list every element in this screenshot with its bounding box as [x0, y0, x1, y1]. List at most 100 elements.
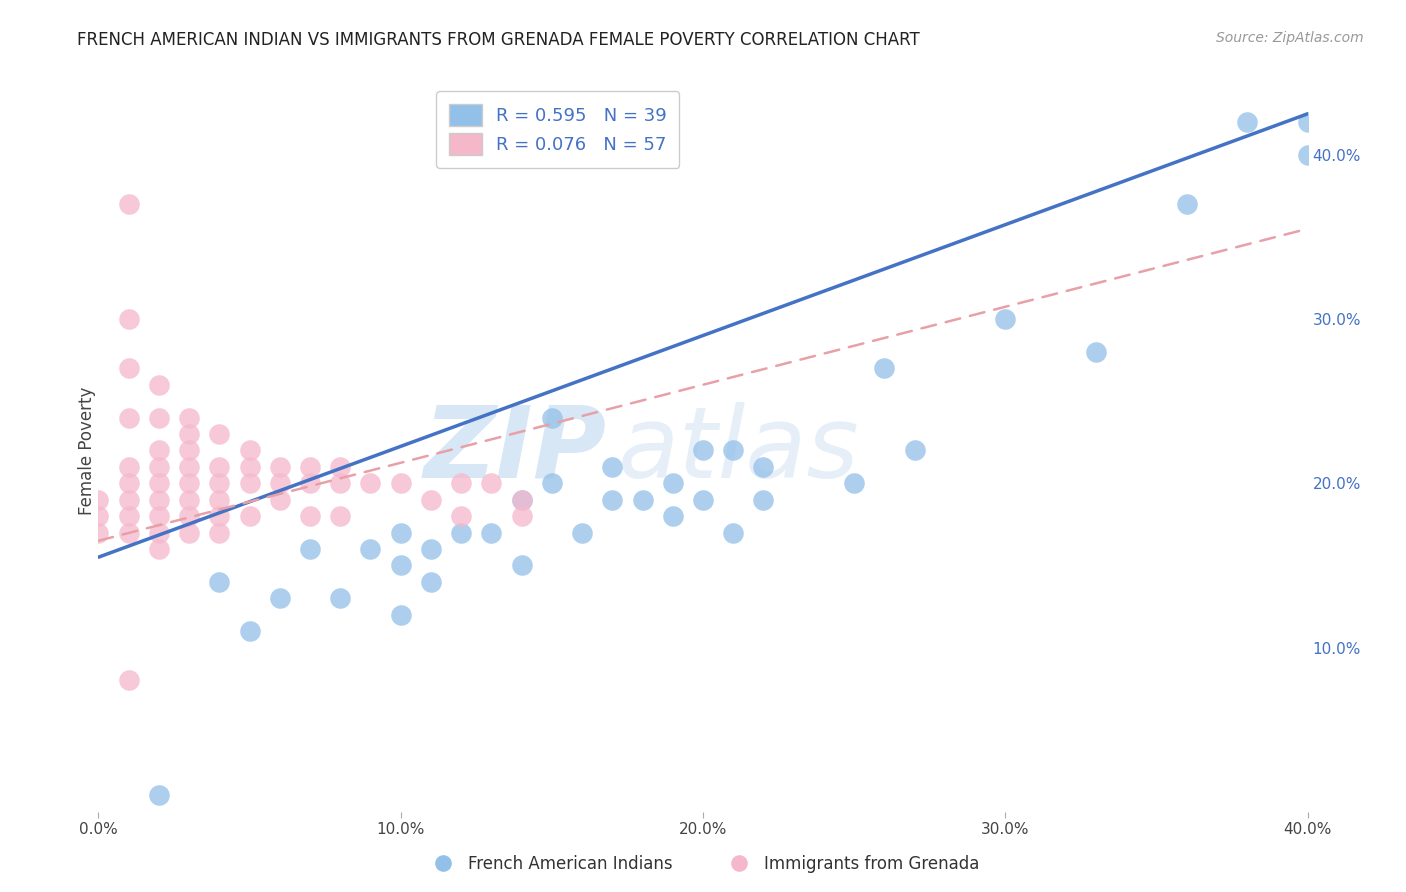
Point	[329, 591, 352, 606]
Point	[148, 443, 170, 458]
Point	[299, 509, 322, 524]
Point	[179, 476, 201, 491]
Point	[148, 410, 170, 425]
Text: ZIP: ZIP	[423, 402, 606, 499]
Point	[510, 509, 533, 524]
Point	[148, 525, 170, 540]
Point	[752, 459, 775, 474]
Point	[269, 591, 291, 606]
Point	[420, 574, 443, 589]
Point	[540, 410, 562, 425]
Point	[1296, 115, 1319, 129]
Point	[299, 459, 322, 474]
Text: Source: ZipAtlas.com: Source: ZipAtlas.com	[1216, 31, 1364, 45]
Point	[269, 476, 291, 491]
Point	[510, 558, 533, 573]
Point	[118, 492, 141, 507]
Point	[118, 312, 141, 326]
Point	[208, 509, 231, 524]
Point	[208, 574, 231, 589]
Point	[118, 673, 141, 688]
Point	[239, 476, 262, 491]
Point	[118, 525, 141, 540]
Point	[571, 525, 593, 540]
Point	[239, 459, 262, 474]
Point	[208, 459, 231, 474]
Point	[510, 492, 533, 507]
Point	[450, 476, 472, 491]
Point	[148, 789, 170, 803]
Point	[118, 476, 141, 491]
Point	[360, 476, 382, 491]
Point	[873, 361, 896, 376]
Point	[661, 509, 683, 524]
Point	[723, 443, 745, 458]
Point	[179, 525, 201, 540]
Point	[1085, 345, 1108, 359]
Point	[239, 624, 262, 639]
Point	[118, 509, 141, 524]
Point	[239, 443, 262, 458]
Point	[1236, 115, 1258, 129]
Point	[299, 541, 322, 556]
Point	[148, 541, 170, 556]
Point	[208, 427, 231, 442]
Point	[692, 492, 714, 507]
Point	[481, 525, 503, 540]
Point	[661, 476, 683, 491]
Legend: R = 0.595   N = 39, R = 0.076   N = 57: R = 0.595 N = 39, R = 0.076 N = 57	[436, 91, 679, 168]
Point	[450, 509, 472, 524]
Point	[179, 410, 201, 425]
Point	[179, 443, 201, 458]
Legend: French American Indians, Immigrants from Grenada: French American Indians, Immigrants from…	[419, 848, 987, 880]
Point	[389, 525, 412, 540]
Point	[602, 492, 624, 507]
Point	[299, 476, 322, 491]
Point	[148, 509, 170, 524]
Point	[148, 476, 170, 491]
Point	[118, 410, 141, 425]
Point	[179, 459, 201, 474]
Point	[269, 492, 291, 507]
Point	[179, 509, 201, 524]
Point	[148, 492, 170, 507]
Point	[269, 459, 291, 474]
Text: FRENCH AMERICAN INDIAN VS IMMIGRANTS FROM GRENADA FEMALE POVERTY CORRELATION CHA: FRENCH AMERICAN INDIAN VS IMMIGRANTS FRO…	[77, 31, 920, 49]
Point	[510, 492, 533, 507]
Point	[692, 443, 714, 458]
Point	[389, 476, 412, 491]
Point	[360, 541, 382, 556]
Y-axis label: Female Poverty: Female Poverty	[79, 386, 96, 515]
Point	[1175, 197, 1198, 211]
Point	[844, 476, 866, 491]
Point	[389, 558, 412, 573]
Point	[602, 459, 624, 474]
Point	[540, 476, 562, 491]
Point	[329, 509, 352, 524]
Point	[904, 443, 927, 458]
Point	[329, 459, 352, 474]
Point	[329, 476, 352, 491]
Point	[87, 492, 110, 507]
Point	[420, 492, 443, 507]
Point	[1296, 148, 1319, 162]
Point	[208, 492, 231, 507]
Point	[420, 541, 443, 556]
Point	[631, 492, 654, 507]
Point	[208, 525, 231, 540]
Point	[239, 509, 262, 524]
Point	[148, 377, 170, 392]
Point	[752, 492, 775, 507]
Point	[118, 361, 141, 376]
Point	[481, 476, 503, 491]
Point	[118, 459, 141, 474]
Point	[148, 459, 170, 474]
Text: atlas: atlas	[619, 402, 860, 499]
Point	[389, 607, 412, 622]
Point	[87, 525, 110, 540]
Point	[179, 492, 201, 507]
Point	[450, 525, 472, 540]
Point	[723, 525, 745, 540]
Point	[179, 427, 201, 442]
Point	[994, 312, 1017, 326]
